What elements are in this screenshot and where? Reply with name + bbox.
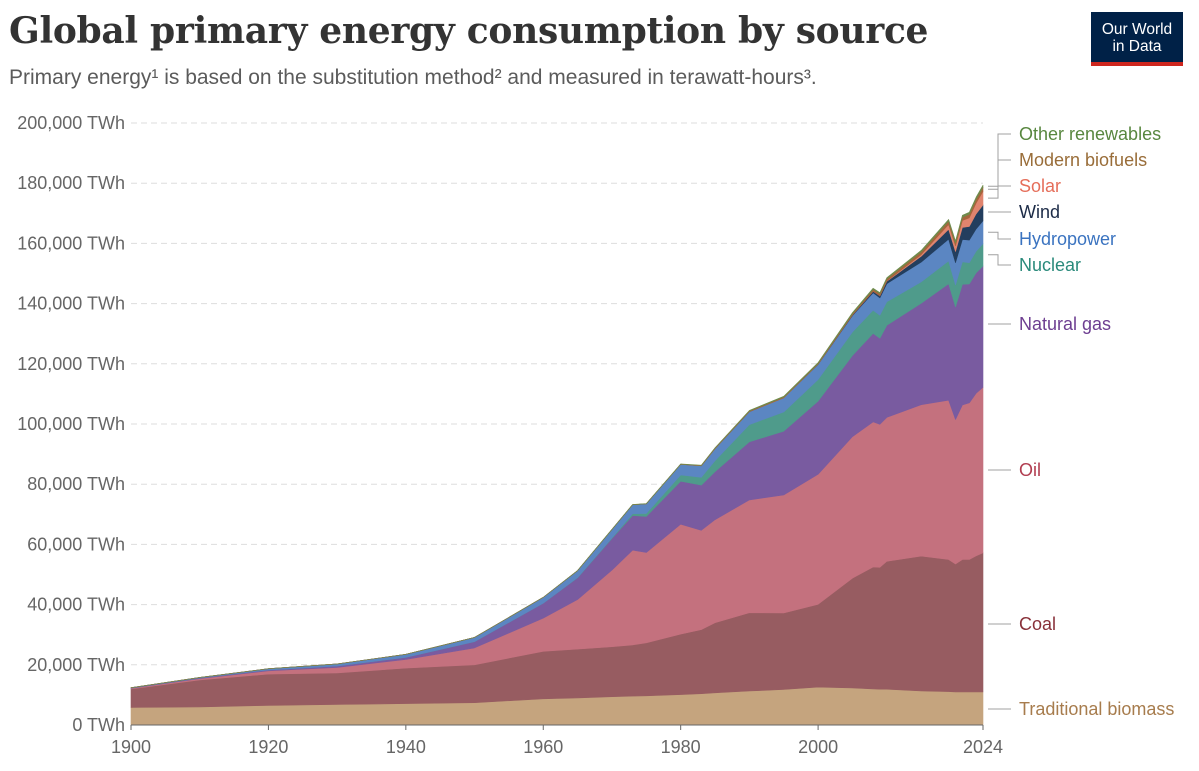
label-leader-line (988, 159, 1011, 190)
logo-line-1: Our World (1101, 21, 1173, 38)
y-tick-label: 20,000 TWh (27, 655, 125, 675)
series-label-solar[interactable]: Solar (1019, 176, 1061, 196)
label-leader-line (988, 133, 1011, 187)
owid-logo[interactable]: Our World in Data (1091, 12, 1183, 66)
x-tick-label: 1980 (661, 737, 701, 757)
logo-line-2: in Data (1112, 38, 1162, 55)
y-tick-label: 80,000 TWh (27, 474, 125, 494)
area-series (130, 184, 984, 726)
series-label-traditional-biomass[interactable]: Traditional biomass (1019, 699, 1174, 719)
label-leader-line (988, 185, 1011, 199)
y-tick-label: 60,000 TWh (27, 534, 125, 554)
y-tick-label: 200,000 TWh (17, 113, 125, 133)
x-tick-label: 1900 (111, 737, 151, 757)
y-tick-label: 40,000 TWh (27, 595, 125, 615)
series-label-other-renewables[interactable]: Other renewables (1019, 124, 1161, 144)
series-label-hydropower[interactable]: Hydropower (1019, 229, 1116, 249)
series-label-natural-gas[interactable]: Natural gas (1019, 314, 1111, 334)
y-tick-label: 140,000 TWh (17, 294, 125, 314)
label-leader-line (988, 254, 1011, 266)
y-tick-label: 0 TWh (72, 715, 125, 735)
y-tick-label: 180,000 TWh (17, 173, 125, 193)
series-label-wind[interactable]: Wind (1019, 202, 1060, 222)
y-tick-label: 100,000 TWh (17, 414, 125, 434)
series-label-coal[interactable]: Coal (1019, 614, 1056, 634)
chart-subtitle: Primary energy¹ is based on the substitu… (9, 66, 817, 89)
x-tick-label: 2000 (798, 737, 838, 757)
x-tick-label: 1940 (386, 737, 426, 757)
y-tick-label: 160,000 TWh (17, 233, 125, 253)
x-tick-label: 1960 (523, 737, 563, 757)
series-labels: Traditional biomass Coal Oil Natural gas Nuc… (988, 124, 1174, 719)
area-other-renewables[interactable] (130, 184, 984, 688)
series-label-modern-biofuels[interactable]: Modern biofuels (1019, 150, 1147, 170)
x-tick-label: 2024 (963, 737, 1003, 757)
chart-title: Global primary energy consumption by sou… (9, 10, 929, 52)
series-label-nuclear[interactable]: Nuclear (1019, 255, 1081, 275)
series-label-oil[interactable]: Oil (1019, 460, 1041, 480)
axes: 0 TWh 20,000 TWh 40,000 TWh 60,000 TWh 80,00… (17, 113, 1003, 757)
y-tick-label: 120,000 TWh (17, 354, 125, 374)
label-leader-line (988, 231, 1011, 240)
x-tick-label: 1920 (248, 737, 288, 757)
